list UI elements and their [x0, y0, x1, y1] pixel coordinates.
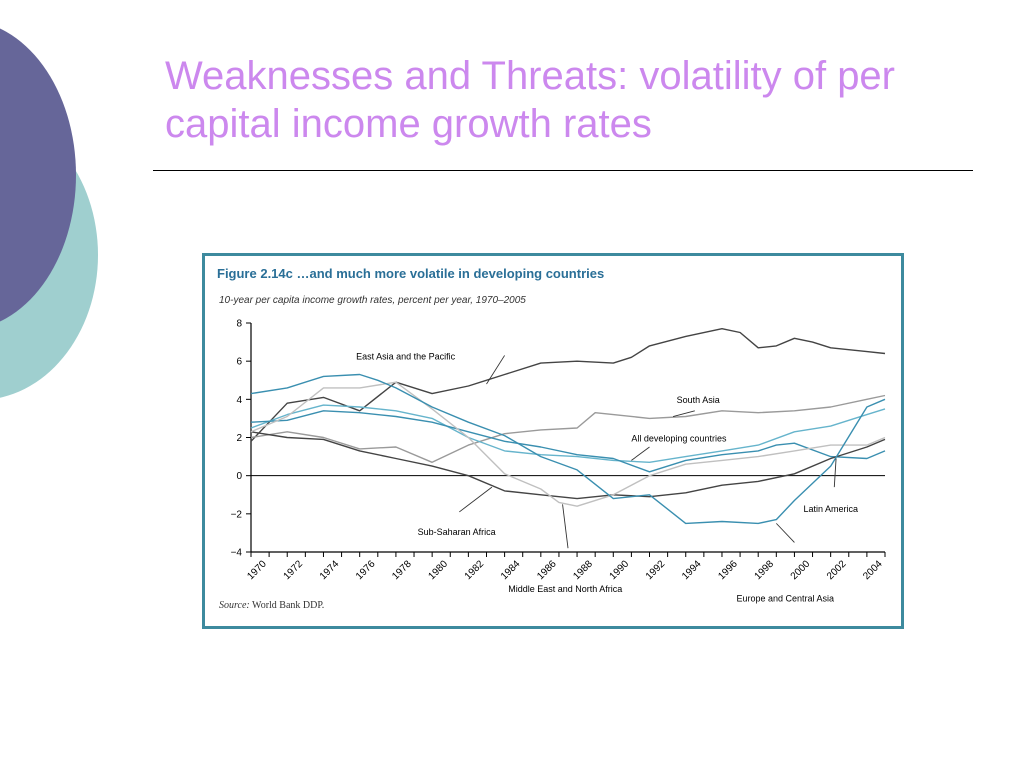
series-line-2 [250, 404, 886, 463]
label-leader-line [672, 410, 695, 417]
figure-source: Source: World Bank DDP. [219, 600, 324, 611]
x-tick-label: 1996 [716, 558, 740, 582]
series-label: Sub-Saharan Africa [418, 527, 496, 537]
x-tick-label: 1976 [354, 558, 378, 582]
x-tick-label: 1982 [463, 558, 487, 582]
series-label: All developing countries [631, 433, 727, 443]
slide-title: Weaknesses and Threats: volatility of pe… [165, 54, 895, 146]
series-label: Europe and Central Asia [736, 594, 834, 604]
x-tick-label: 2000 [789, 558, 813, 582]
y-tick-label: 6 [236, 357, 242, 368]
x-tick-label: 1988 [571, 558, 595, 582]
decorative-circles [0, 0, 110, 420]
label-leader-line [775, 523, 795, 543]
y-tick-label: 2 [236, 433, 242, 444]
title-divider [153, 170, 973, 171]
y-tick-label: −4 [231, 548, 243, 559]
y-tick-label: 4 [236, 395, 242, 406]
figure-subtitle: 10-year per capita income growth rates, … [219, 295, 526, 306]
source-text: World Bank DDP. [249, 600, 325, 611]
x-tick-label: 1990 [608, 558, 632, 582]
x-tick-label: 1980 [426, 558, 450, 582]
series-label: South Asia [677, 395, 720, 405]
label-leader-line [459, 486, 493, 513]
x-tick-label: 1970 [245, 558, 269, 582]
source-label: Source: [219, 600, 250, 611]
label-leader-line [486, 355, 505, 385]
series-label: Latin America [803, 504, 858, 514]
x-tick-label: 1984 [499, 558, 523, 582]
label-leader-line [631, 446, 650, 461]
series-line-6 [250, 373, 886, 525]
series-line-4 [250, 431, 886, 500]
x-tick-label: 2004 [861, 558, 885, 582]
x-tick-label: 1998 [753, 558, 777, 582]
x-tick-label: 1972 [282, 558, 306, 582]
y-tick-label: −2 [231, 509, 243, 520]
x-tick-label: 2002 [825, 558, 849, 582]
y-tick-label: 8 [236, 319, 242, 330]
x-tick-label: 1992 [644, 558, 668, 582]
series-line-1 [250, 394, 886, 463]
series-line-3 [250, 410, 886, 473]
label-leader-line [562, 504, 569, 549]
x-tick-label: 1994 [680, 558, 704, 582]
x-tick-label: 1986 [535, 558, 559, 582]
y-tick-label: 0 [236, 471, 242, 482]
x-tick-label: 1978 [390, 558, 414, 582]
figure-panel: Figure 2.14c …and much more volatile in … [202, 253, 904, 629]
series-line-5 [250, 381, 886, 507]
figure-title: Figure 2.14c …and much more volatile in … [217, 266, 605, 281]
series-label: East Asia and the Pacific [356, 351, 456, 361]
x-tick-label: 1974 [318, 558, 342, 582]
series-line-0 [250, 328, 886, 442]
series-label: Middle East and North Africa [508, 584, 622, 594]
label-leader-line [833, 458, 837, 488]
